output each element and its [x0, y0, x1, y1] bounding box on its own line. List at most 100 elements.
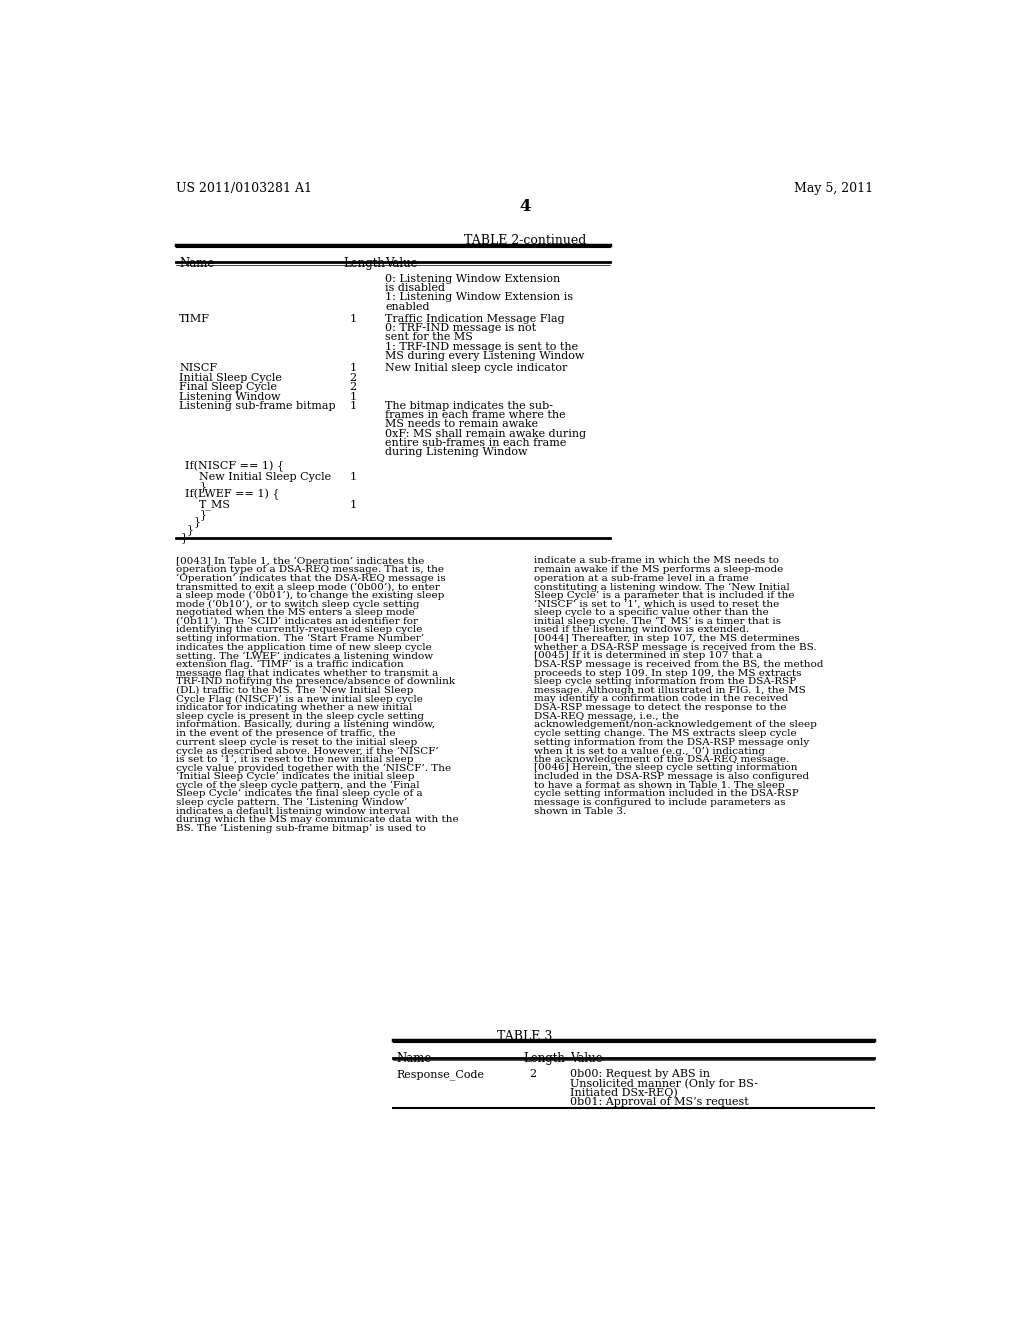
- Text: Length: Length: [523, 1052, 565, 1065]
- Text: sleep cycle to a specific value other than the: sleep cycle to a specific value other th…: [535, 609, 769, 618]
- Text: acknowledgement/non-acknowledgement of the sleep: acknowledgement/non-acknowledgement of t…: [535, 721, 817, 730]
- Text: 0: TRF-IND message is not: 0: TRF-IND message is not: [385, 323, 537, 333]
- Text: 1: 1: [349, 392, 356, 401]
- Text: indicates a default listening window interval: indicates a default listening window int…: [176, 807, 410, 816]
- Text: TABLE 2-continued: TABLE 2-continued: [464, 234, 586, 247]
- Text: }: }: [180, 532, 187, 543]
- Text: remain awake if the MS performs a sleep-mode: remain awake if the MS performs a sleep-…: [535, 565, 783, 574]
- Text: NISCF: NISCF: [179, 363, 217, 374]
- Text: 2: 2: [529, 1069, 537, 1080]
- Text: current sleep cycle is reset to the initial sleep: current sleep cycle is reset to the init…: [176, 738, 418, 747]
- Text: to have a format as shown in Table 1. The sleep: to have a format as shown in Table 1. Th…: [535, 780, 784, 789]
- Text: setting. The ‘LWEF’ indicates a listening window: setting. The ‘LWEF’ indicates a listenin…: [176, 651, 433, 661]
- Text: 2: 2: [349, 374, 356, 383]
- Text: indicates the application time of new sleep cycle: indicates the application time of new sl…: [176, 643, 432, 652]
- Text: }: }: [194, 516, 201, 527]
- Text: cycle setting information included in the DSA-RSP: cycle setting information included in th…: [535, 789, 799, 799]
- Text: [0043] In Table 1, the ‘Operation’ indicates the: [0043] In Table 1, the ‘Operation’ indic…: [176, 557, 424, 566]
- Text: cycle of the sleep cycle pattern, and the ‘Final: cycle of the sleep cycle pattern, and th…: [176, 780, 420, 791]
- Text: 1: 1: [349, 499, 356, 510]
- Text: sent for the MS: sent for the MS: [385, 333, 473, 342]
- Text: identifying the currently-requested sleep cycle: identifying the currently-requested slee…: [176, 626, 423, 635]
- Text: MS during every Listening Window: MS during every Listening Window: [385, 351, 585, 360]
- Text: cycle setting change. The MS extracts sleep cycle: cycle setting change. The MS extracts sl…: [535, 729, 797, 738]
- Text: indicate a sub-frame in which the MS needs to: indicate a sub-frame in which the MS nee…: [535, 557, 779, 565]
- Text: Listening Window: Listening Window: [179, 392, 281, 401]
- Text: 1: 1: [349, 363, 356, 374]
- Text: Value: Value: [385, 257, 418, 271]
- Text: frames in each frame where the: frames in each frame where the: [385, 411, 566, 420]
- Text: whether a DSA-RSP message is received from the BS.: whether a DSA-RSP message is received fr…: [535, 643, 817, 652]
- Text: ‘Operation’ indicates that the DSA-REQ message is: ‘Operation’ indicates that the DSA-REQ m…: [176, 574, 445, 583]
- Text: (DL) traffic to the MS. The ‘New Initial Sleep: (DL) traffic to the MS. The ‘New Initial…: [176, 686, 414, 696]
- Text: cycle as described above. However, if the ‘NISCF’: cycle as described above. However, if th…: [176, 746, 439, 755]
- Text: MS needs to remain awake: MS needs to remain awake: [385, 420, 539, 429]
- Text: Sleep Cycle’ is a parameter that is included if the: Sleep Cycle’ is a parameter that is incl…: [535, 591, 795, 601]
- Text: [0045] If it is determined in step 107 that a: [0045] If it is determined in step 107 t…: [535, 651, 763, 660]
- Text: 4: 4: [519, 198, 530, 215]
- Text: proceeds to step 109. In step 109, the MS extracts: proceeds to step 109. In step 109, the M…: [535, 669, 802, 677]
- Text: message. Although not illustrated in FIG. 1, the MS: message. Although not illustrated in FIG…: [535, 686, 806, 694]
- Text: New Initial Sleep Cycle: New Initial Sleep Cycle: [200, 471, 332, 482]
- Text: enabled: enabled: [385, 302, 430, 312]
- Text: (‘0b11’). The ‘SCID’ indicates an identifier for: (‘0b11’). The ‘SCID’ indicates an identi…: [176, 616, 418, 626]
- Text: [0046] Herein, the sleep cycle setting information: [0046] Herein, the sleep cycle setting i…: [535, 763, 798, 772]
- Text: setting information from the DSA-RSP message only: setting information from the DSA-RSP mes…: [535, 738, 809, 747]
- Text: ‘NISCF’ is set to ‘1’, which is used to reset the: ‘NISCF’ is set to ‘1’, which is used to …: [535, 599, 779, 609]
- Text: used if the listening window is extended.: used if the listening window is extended…: [535, 626, 750, 635]
- Text: BS. The ‘Listening sub-frame bitmap’ is used to: BS. The ‘Listening sub-frame bitmap’ is …: [176, 824, 426, 833]
- Text: TIMF: TIMF: [179, 314, 210, 323]
- Text: is disabled: is disabled: [385, 284, 445, 293]
- Text: during which the MS may communicate data with the: during which the MS may communicate data…: [176, 816, 459, 824]
- Text: US 2011/0103281 A1: US 2011/0103281 A1: [176, 182, 312, 194]
- Text: }: }: [187, 524, 194, 535]
- Text: may identify a confirmation code in the received: may identify a confirmation code in the …: [535, 694, 788, 704]
- Text: The bitmap indicates the sub-: The bitmap indicates the sub-: [385, 401, 553, 411]
- Text: Value: Value: [569, 1052, 602, 1065]
- Text: DSA-REQ message, i.e., the: DSA-REQ message, i.e., the: [535, 711, 679, 721]
- Text: TABLE 3: TABLE 3: [497, 1030, 553, 1043]
- Text: 1: TRF-IND message is sent to the: 1: TRF-IND message is sent to the: [385, 342, 579, 351]
- Text: transmitted to exit a sleep mode (‘0b00’), to enter: transmitted to exit a sleep mode (‘0b00’…: [176, 582, 440, 591]
- Text: Name: Name: [396, 1052, 431, 1065]
- Text: operation at a sub-frame level in a frame: operation at a sub-frame level in a fram…: [535, 574, 749, 582]
- Text: during Listening Window: during Listening Window: [385, 447, 527, 457]
- Text: entire sub-frames in each frame: entire sub-frames in each frame: [385, 438, 566, 447]
- Text: the acknowledgement of the DSA-REQ message.: the acknowledgement of the DSA-REQ messa…: [535, 755, 790, 764]
- Text: ‘Initial Sleep Cycle’ indicates the initial sleep: ‘Initial Sleep Cycle’ indicates the init…: [176, 772, 415, 781]
- Text: message is configured to include parameters as: message is configured to include paramet…: [535, 799, 785, 807]
- Text: DSA-RSP message to detect the response to the: DSA-RSP message to detect the response t…: [535, 704, 786, 711]
- Text: cycle value provided together with the ‘NISCF’. The: cycle value provided together with the ‘…: [176, 763, 452, 772]
- Text: Initiated DSx-REQ): Initiated DSx-REQ): [569, 1088, 678, 1098]
- Text: mode (‘0b10’), or to switch sleep cycle setting: mode (‘0b10’), or to switch sleep cycle …: [176, 599, 420, 609]
- Text: message flag that indicates whether to transmit a: message flag that indicates whether to t…: [176, 669, 438, 677]
- Text: [0044] Thereafter, in step 107, the MS determines: [0044] Thereafter, in step 107, the MS d…: [535, 634, 800, 643]
- Text: 0xF: MS shall remain awake during: 0xF: MS shall remain awake during: [385, 429, 587, 438]
- Text: Final Sleep Cycle: Final Sleep Cycle: [179, 383, 278, 392]
- Text: Initial Sleep Cycle: Initial Sleep Cycle: [179, 374, 282, 383]
- Text: 0b00: Request by ABS in: 0b00: Request by ABS in: [569, 1069, 710, 1080]
- Text: sleep cycle pattern. The ‘Listening Window’: sleep cycle pattern. The ‘Listening Wind…: [176, 799, 408, 808]
- Text: 1: 1: [349, 401, 356, 411]
- Text: T_MS: T_MS: [200, 499, 231, 511]
- Text: 2: 2: [349, 383, 356, 392]
- Text: 1: 1: [349, 314, 356, 323]
- Text: Sleep Cycle’ indicates the final sleep cycle of a: Sleep Cycle’ indicates the final sleep c…: [176, 789, 423, 799]
- Text: in the event of the presence of traffic, the: in the event of the presence of traffic,…: [176, 729, 395, 738]
- Text: Response_Code: Response_Code: [396, 1069, 484, 1080]
- Text: New Initial sleep cycle indicator: New Initial sleep cycle indicator: [385, 363, 567, 374]
- Text: included in the DSA-RSP message is also configured: included in the DSA-RSP message is also …: [535, 772, 809, 781]
- Text: is set to ‘1’, it is reset to the new initial sleep: is set to ‘1’, it is reset to the new in…: [176, 755, 414, 764]
- Text: Name: Name: [179, 257, 214, 271]
- Text: shown in Table 3.: shown in Table 3.: [535, 807, 627, 816]
- Text: constituting a listening window. The ‘New Initial: constituting a listening window. The ‘Ne…: [535, 582, 790, 591]
- Text: 0: Listening Window Extension: 0: Listening Window Extension: [385, 275, 560, 284]
- Text: 1: Listening Window Extension is: 1: Listening Window Extension is: [385, 293, 573, 302]
- Text: 1: 1: [349, 471, 356, 482]
- Text: sleep cycle is present in the sleep cycle setting: sleep cycle is present in the sleep cycl…: [176, 711, 424, 721]
- Text: information. Basically, during a listening window,: information. Basically, during a listeni…: [176, 721, 435, 730]
- Text: If(LWEF == 1) {: If(LWEF == 1) {: [185, 488, 280, 500]
- Text: Unsolicited manner (Only for BS-: Unsolicited manner (Only for BS-: [569, 1078, 758, 1089]
- Text: setting information. The ‘Start Frame Number’: setting information. The ‘Start Frame Nu…: [176, 634, 424, 643]
- Text: If(NISCF == 1) {: If(NISCF == 1) {: [185, 461, 285, 473]
